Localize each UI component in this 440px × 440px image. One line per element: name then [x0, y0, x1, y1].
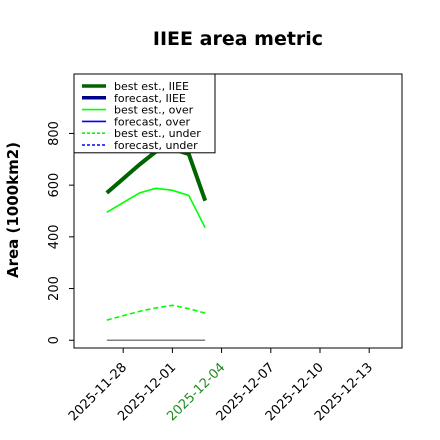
series-line-0 — [105, 147, 208, 202]
y-tick-label-3: 600 — [47, 173, 62, 198]
y-axis: 0 200 400 600 800 — [47, 121, 74, 344]
legend-label-0: best est., IIEE — [114, 80, 189, 93]
legend-label-1: forecast, IIEE — [114, 92, 186, 105]
series-layer — [105, 147, 208, 321]
legend-label-3: forecast, over — [114, 115, 190, 128]
y-tick-label-0: 0 — [47, 336, 62, 344]
chart-title: IIEE area metric — [153, 28, 323, 50]
x-axis: 2025-11-282025-12-012025-12-042025-12-07… — [66, 348, 376, 424]
y-tick-label-4: 800 — [47, 121, 62, 146]
y-tick-label-2: 400 — [47, 224, 62, 249]
y-axis-label: Area (1000km2) — [4, 142, 22, 278]
legend-label-5: forecast, under — [114, 139, 198, 152]
legend-label-4: best est., under — [114, 127, 201, 140]
series-line-2 — [106, 187, 206, 229]
plot-area — [73, 73, 403, 349]
series-line-4 — [106, 304, 206, 321]
legend-label-2: best est., over — [114, 104, 194, 117]
y-tick-label-1: 200 — [47, 276, 62, 301]
